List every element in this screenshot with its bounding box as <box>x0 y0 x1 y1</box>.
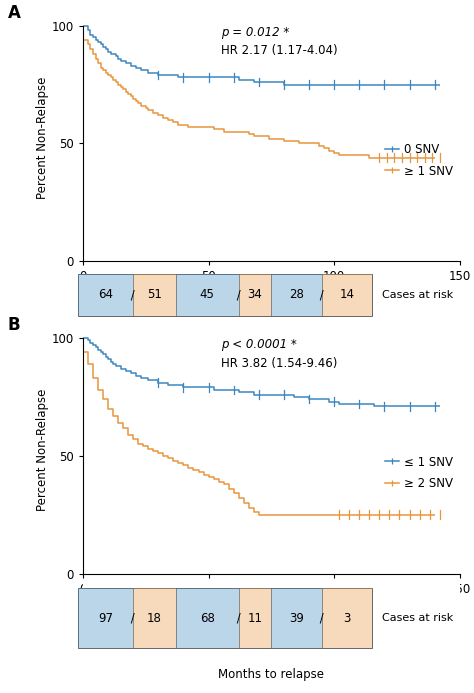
Text: Cases at risk: Cases at risk <box>382 290 453 300</box>
Text: 68: 68 <box>200 612 215 624</box>
X-axis label: Months to relapse: Months to relapse <box>219 668 324 681</box>
Text: 64: 64 <box>98 288 113 301</box>
Bar <box>321 274 372 316</box>
Text: 14: 14 <box>339 288 354 301</box>
Bar <box>176 274 239 316</box>
Legend: ≤ 1 SNV, ≥ 2 SNV: ≤ 1 SNV, ≥ 2 SNV <box>380 451 457 495</box>
Text: HR 3.82 (1.54-9.46): HR 3.82 (1.54-9.46) <box>221 357 337 370</box>
Bar <box>78 274 133 316</box>
Text: 51: 51 <box>147 288 162 301</box>
Legend: 0 SNV, ≥ 1 SNV: 0 SNV, ≥ 1 SNV <box>380 139 457 182</box>
Bar <box>78 588 133 648</box>
Text: HR 2.17 (1.17-4.04): HR 2.17 (1.17-4.04) <box>221 44 338 58</box>
Text: 34: 34 <box>247 288 263 301</box>
Text: 3: 3 <box>343 612 350 624</box>
Text: B: B <box>8 316 20 334</box>
Text: Cases at risk: Cases at risk <box>382 613 453 623</box>
Bar <box>78 588 372 648</box>
Text: 11: 11 <box>247 612 263 624</box>
Text: 39: 39 <box>289 612 304 624</box>
Y-axis label: Percent Non-Relapse: Percent Non-Relapse <box>36 389 49 511</box>
Bar <box>321 588 372 648</box>
Bar <box>133 274 176 316</box>
Text: p = 0.012 *: p = 0.012 * <box>221 26 289 39</box>
Text: /: / <box>316 612 328 624</box>
Text: 97: 97 <box>98 612 113 624</box>
Bar <box>239 588 271 648</box>
Text: 28: 28 <box>289 288 304 301</box>
Bar <box>133 588 176 648</box>
Text: 45: 45 <box>200 288 215 301</box>
Y-axis label: Percent Non-Relapse: Percent Non-Relapse <box>36 76 49 199</box>
Text: A: A <box>8 4 20 22</box>
Text: /: / <box>316 288 328 301</box>
Text: p < 0.0001 *: p < 0.0001 * <box>221 338 297 351</box>
Bar <box>271 588 321 648</box>
Text: /: / <box>128 288 139 301</box>
Text: 18: 18 <box>147 612 162 624</box>
Bar <box>239 274 271 316</box>
Bar <box>78 274 372 316</box>
Bar <box>176 588 239 648</box>
Text: /: / <box>233 612 245 624</box>
Text: /: / <box>233 288 245 301</box>
Bar <box>271 274 321 316</box>
Text: /: / <box>128 612 139 624</box>
